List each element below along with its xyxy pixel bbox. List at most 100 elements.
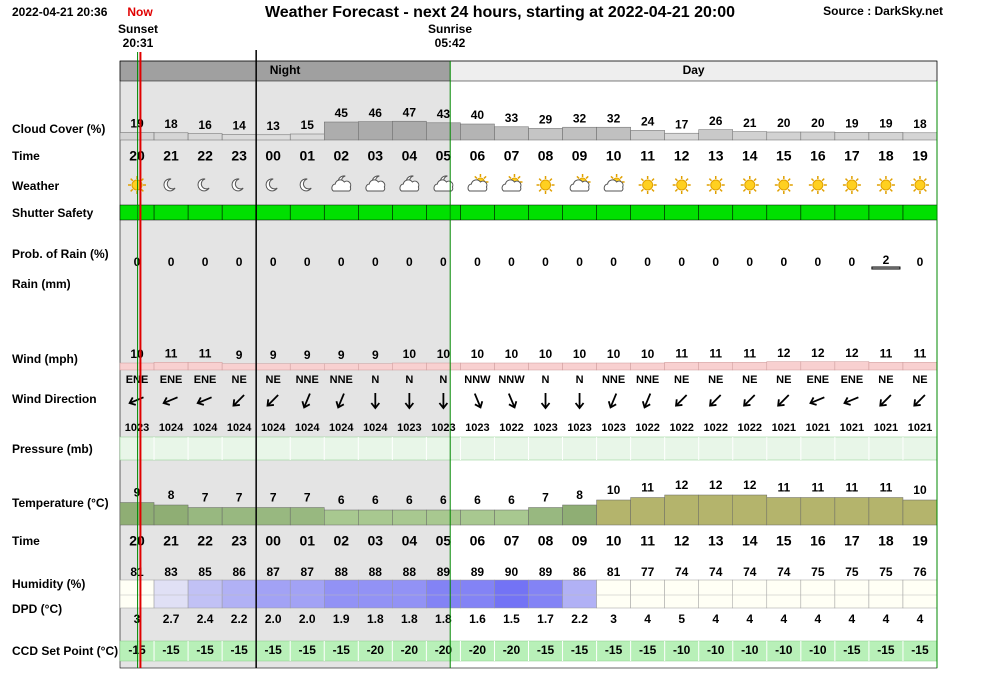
wind-arrow <box>162 396 178 406</box>
wind-value: 10 <box>437 347 451 361</box>
arrow-shaft <box>507 393 515 407</box>
sun-ray <box>719 178 723 182</box>
humidity-value: 86 <box>232 565 246 579</box>
arrow-shaft <box>473 393 481 407</box>
temp-value: 11 <box>641 481 654 495</box>
wind-direction: NE <box>742 374 757 386</box>
humidity-value: 77 <box>641 565 655 579</box>
temp-bar <box>187 507 223 526</box>
humidity-value: 88 <box>335 565 349 579</box>
hour: 10 <box>606 148 622 164</box>
row-label: Cloud Cover (%) <box>12 122 105 136</box>
cloud <box>501 179 522 192</box>
humidity-value: 86 <box>573 565 587 579</box>
wind-arrow <box>266 394 279 407</box>
hour: 13 <box>708 148 724 164</box>
ccd-value: -15 <box>196 643 214 657</box>
hour: 14 <box>742 533 758 549</box>
temp-value: 7 <box>202 491 209 505</box>
wind-direction: NNE <box>330 374 353 386</box>
wind-arrow <box>777 394 790 407</box>
pressure-value: 1024 <box>261 422 286 434</box>
pressure-value: 1023 <box>601 422 625 434</box>
sun-ray <box>140 178 144 182</box>
humidity-bar <box>766 579 802 609</box>
dpd-value: 4 <box>780 612 787 626</box>
dpd-value: 4 <box>849 612 856 626</box>
sun-ray <box>776 188 781 192</box>
humidity-bar <box>630 579 665 609</box>
dpd-value: 1.6 <box>469 612 486 626</box>
cloud-bar <box>153 132 189 141</box>
wind-bar <box>426 362 461 371</box>
arrow-head <box>777 399 785 407</box>
ccd-value: -20 <box>435 643 453 657</box>
sun-ray <box>845 178 849 182</box>
arrow-head <box>196 397 205 406</box>
sun <box>880 179 892 191</box>
wind-arrow <box>913 394 926 407</box>
ccd-value: -20 <box>503 643 521 657</box>
humidity-bar <box>460 579 495 609</box>
dpd-value: 1.8 <box>401 612 418 626</box>
wind-direction: NNE <box>602 374 625 386</box>
cloud <box>467 179 488 192</box>
moon <box>299 178 312 192</box>
hour: 12 <box>674 533 690 549</box>
temp-bar <box>630 497 665 526</box>
cloud-bar <box>596 126 631 141</box>
ccd-value: -15 <box>162 643 180 657</box>
cloud <box>399 179 420 192</box>
cloud-bar <box>358 121 393 141</box>
temp-bar <box>902 499 938 526</box>
wind-value: 11 <box>880 346 893 360</box>
row-label: Prob. of Rain (%) <box>12 247 109 261</box>
wind-bar <box>392 362 427 371</box>
wind-value: 10 <box>641 347 655 361</box>
cloud <box>603 179 624 192</box>
wind-direction: ENE <box>841 374 864 386</box>
temp-bar <box>392 509 427 526</box>
weather-icon <box>603 174 625 192</box>
humidity-bar <box>426 579 461 609</box>
wind-bar <box>766 361 802 371</box>
dpd-value: 4 <box>917 612 924 626</box>
sun-ray <box>640 178 644 182</box>
humidity-value: 87 <box>267 565 281 579</box>
sun-ray <box>923 178 927 182</box>
rain-value: 0 <box>917 255 924 269</box>
dpd-value: 5 <box>678 612 685 626</box>
wind-bar <box>187 362 223 371</box>
ccd-value: -15 <box>639 643 657 657</box>
cloud-bar <box>834 132 870 141</box>
humidity-bar <box>698 579 733 609</box>
wind-bar <box>596 362 631 371</box>
pressure-value: 1024 <box>295 422 320 434</box>
wind-arrow <box>473 393 484 409</box>
row-label: Time <box>12 149 40 163</box>
humidity-bar <box>289 579 325 609</box>
wind-direction: NE <box>776 374 791 386</box>
wind-arrow <box>843 396 859 406</box>
humidity-bar <box>596 579 631 609</box>
dpd-value: 1.5 <box>503 612 520 626</box>
hour: 22 <box>197 533 213 549</box>
row-label: Wind Direction <box>12 392 97 406</box>
ccd-value: -10 <box>741 643 759 657</box>
sun-ray <box>821 188 825 192</box>
hour: 23 <box>231 533 247 549</box>
rain-value: 0 <box>542 255 549 269</box>
hour: 05 <box>436 533 452 549</box>
humidity-value: 74 <box>675 565 689 579</box>
wind-value: 11 <box>709 346 722 360</box>
cloud-value: 21 <box>743 116 757 130</box>
wind-arrow <box>232 394 245 407</box>
wind-arrow <box>709 394 722 407</box>
sun-ray <box>517 175 521 179</box>
dpd-value: 2.2 <box>571 612 588 626</box>
wind-direction: ENE <box>807 374 830 386</box>
pressure-value: 1021 <box>908 422 932 434</box>
wind-direction: NE <box>674 374 689 386</box>
arrow-shaft <box>198 396 212 404</box>
hour: 15 <box>776 533 792 549</box>
